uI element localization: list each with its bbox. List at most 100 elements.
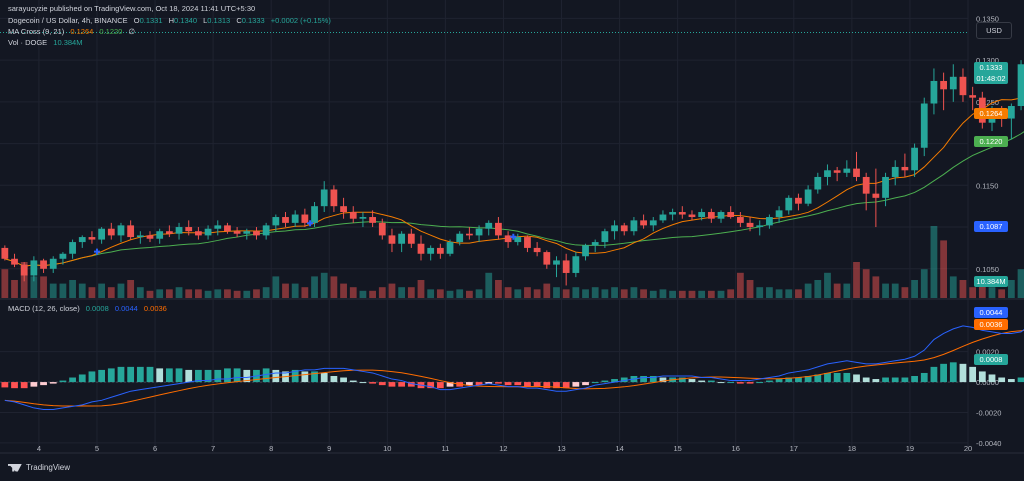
candle-body bbox=[69, 242, 76, 254]
legend-volume-row[interactable]: Vol · DOGE 10.384M bbox=[8, 38, 82, 48]
volume-bar bbox=[369, 290, 376, 298]
candle-body bbox=[204, 228, 212, 236]
candle-body bbox=[814, 176, 822, 190]
volume-bar bbox=[572, 287, 580, 298]
macd-histogram-bar bbox=[359, 382, 367, 384]
currency-button[interactable]: USD bbox=[976, 22, 1012, 39]
candle-body bbox=[340, 206, 347, 213]
volume-bar bbox=[446, 290, 454, 298]
macd-histogram-bar bbox=[533, 382, 541, 387]
volume-bar bbox=[562, 289, 570, 298]
candle-body bbox=[156, 231, 164, 239]
legend-close: 0.1333 bbox=[241, 16, 265, 25]
macd-tick-label: -0.0020 bbox=[976, 408, 1001, 417]
macd-histogram-bar bbox=[949, 362, 957, 383]
candle-body bbox=[853, 168, 860, 177]
macd-histogram-bar bbox=[824, 372, 831, 383]
volume-bar bbox=[146, 290, 154, 298]
last-price-value: 0.1333 bbox=[979, 63, 1003, 72]
macd-histogram-bar bbox=[717, 382, 725, 384]
macd-histogram-bar bbox=[688, 379, 696, 383]
macd-histogram-bar bbox=[940, 363, 947, 383]
macd-histogram-bar bbox=[514, 382, 522, 386]
macd-histogram-bar bbox=[330, 376, 338, 383]
volume-bar bbox=[349, 287, 357, 298]
volume-bar bbox=[136, 287, 144, 298]
candle-body bbox=[1007, 106, 1015, 119]
volume-bar bbox=[795, 289, 802, 298]
legend-macd-signal: 0.0036 bbox=[143, 304, 167, 313]
volume-bar bbox=[311, 276, 318, 298]
volume-bar bbox=[427, 289, 435, 298]
candle-body bbox=[185, 227, 193, 232]
x-tick-label: 16 bbox=[732, 444, 740, 453]
volume-bar bbox=[175, 287, 183, 298]
candle-body bbox=[533, 247, 541, 253]
legend-vol-label: Vol · DOGE bbox=[8, 38, 48, 47]
macd-histogram-bar bbox=[349, 380, 357, 383]
candle-body bbox=[11, 258, 18, 265]
candle-body bbox=[407, 233, 415, 244]
candle-body bbox=[659, 214, 667, 221]
macd-histogram-bar bbox=[698, 380, 706, 383]
candle-body bbox=[465, 233, 473, 236]
candle-body bbox=[785, 197, 793, 211]
volume-bar bbox=[417, 280, 425, 298]
candle-body bbox=[591, 242, 599, 246]
candle-body bbox=[959, 76, 967, 96]
price-tick-label: 0.1300 bbox=[976, 56, 999, 65]
volume-bar bbox=[465, 290, 473, 298]
volume-bar bbox=[398, 287, 406, 298]
macd-histogram-bar bbox=[746, 382, 754, 384]
volume-bar bbox=[833, 283, 841, 298]
candle-body bbox=[349, 212, 357, 219]
macd-histogram-bar bbox=[756, 382, 764, 384]
tradingview-brand[interactable]: TradingView bbox=[8, 463, 70, 472]
candle-body bbox=[698, 212, 706, 218]
macd-histogram-bar bbox=[214, 369, 222, 383]
candle-body bbox=[901, 166, 909, 171]
volume-bar bbox=[969, 287, 977, 298]
x-tick-label: 8 bbox=[269, 444, 273, 453]
candle-body bbox=[136, 235, 144, 238]
candle-body bbox=[504, 235, 512, 243]
volume-bar bbox=[949, 276, 957, 298]
macd-histogram-bar bbox=[640, 376, 647, 383]
volume-bar bbox=[746, 280, 754, 298]
candle-body bbox=[59, 253, 67, 259]
macd-histogram-bar bbox=[175, 368, 183, 383]
macd-tick-label: -0.0040 bbox=[976, 439, 1001, 448]
legend-ma-extra: ∅ bbox=[128, 27, 135, 36]
macd-histogram-bar bbox=[775, 379, 783, 383]
macd-histogram-bar bbox=[485, 382, 493, 384]
price-tick-label: 0.1350 bbox=[976, 14, 999, 23]
candle-body bbox=[369, 217, 376, 223]
candle-body bbox=[562, 260, 570, 273]
x-tick-label: 17 bbox=[790, 444, 798, 453]
volume-bar bbox=[911, 280, 918, 298]
candle-body bbox=[49, 258, 57, 269]
candle-body bbox=[736, 217, 744, 223]
legend-h-label: H bbox=[168, 16, 175, 25]
candle-body bbox=[756, 225, 764, 228]
candle-body bbox=[949, 76, 957, 90]
legend-ma-row[interactable]: MA Cross (9, 21) 0.1264 0.1220 ∅ bbox=[8, 27, 135, 37]
candle-body bbox=[543, 252, 551, 265]
ma-slow-price-label: 0.1220 bbox=[974, 136, 1008, 147]
ma-cross-marker bbox=[510, 233, 517, 240]
candle-body bbox=[272, 217, 280, 226]
candle-body bbox=[920, 103, 928, 148]
volume-bar bbox=[814, 280, 822, 298]
macd-histogram-bar bbox=[40, 382, 47, 386]
x-tick-label: 9 bbox=[327, 444, 331, 453]
volume-bar bbox=[117, 283, 125, 298]
volume-bar bbox=[959, 280, 967, 298]
volume-bar bbox=[485, 272, 493, 298]
volume-bar bbox=[291, 283, 299, 298]
legend-macd-row[interactable]: MACD (12, 26, close) 0.0008 0.0044 0.003… bbox=[8, 304, 167, 314]
marker-price-label: 0.1087 bbox=[974, 221, 1008, 232]
publisher-caption: sarayucyzie published on TradingView.com… bbox=[8, 4, 256, 13]
volume-bar bbox=[407, 287, 415, 298]
candle-body bbox=[911, 147, 918, 171]
